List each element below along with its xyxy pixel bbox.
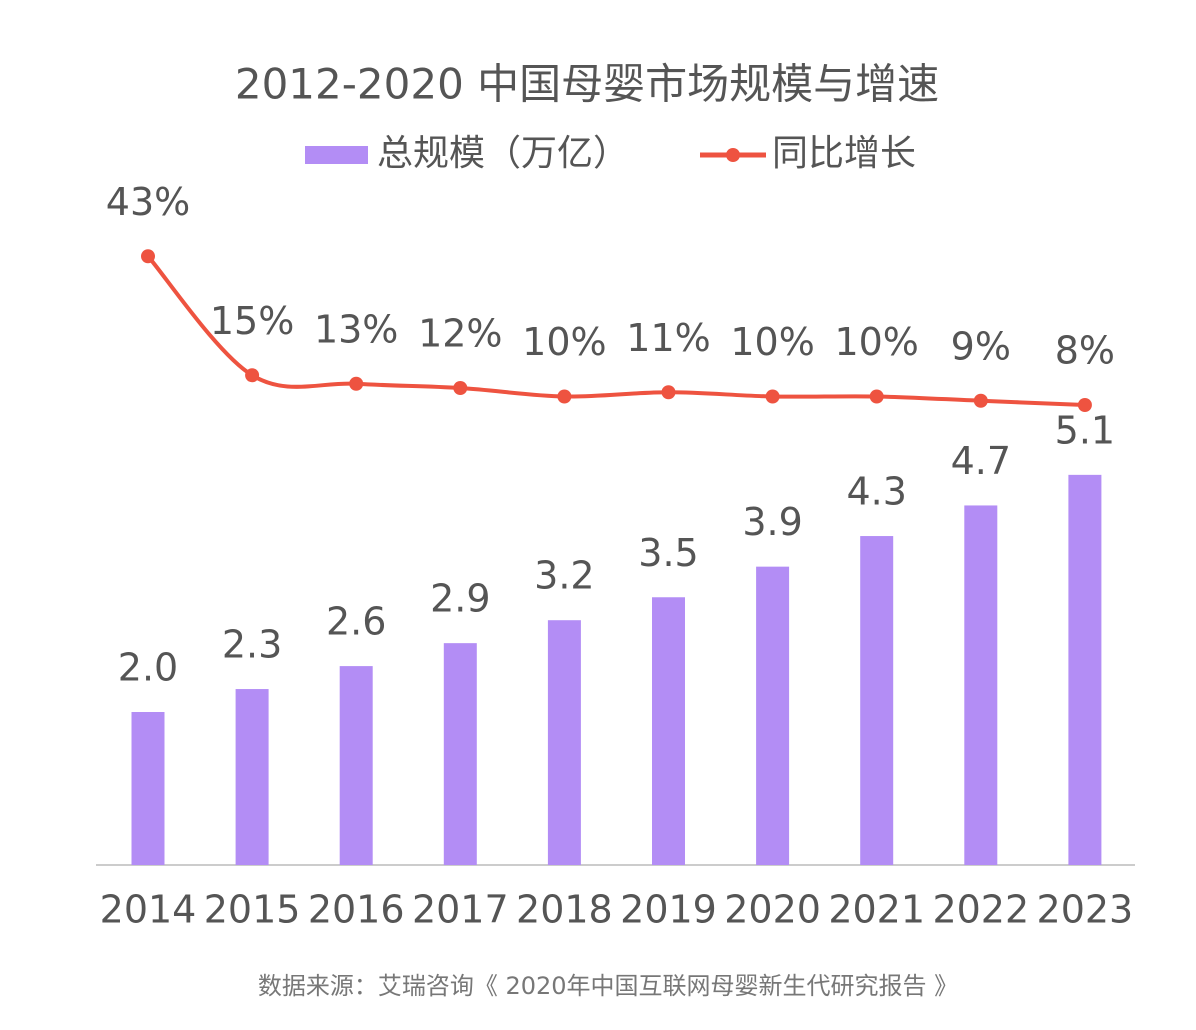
- data-label: 2.0: [118, 646, 178, 690]
- data-label: 2.6: [326, 600, 386, 644]
- data-label: 2.3: [222, 623, 282, 667]
- data-label: 43%: [106, 180, 190, 224]
- line-point: [1077, 398, 1092, 412]
- x-tick-label: 2023: [1037, 888, 1134, 932]
- bar: [339, 666, 373, 865]
- x-tick-label: 2022: [932, 888, 1029, 932]
- bar: [756, 566, 790, 865]
- legend-swatch-dot: [726, 148, 740, 162]
- line-point: [557, 389, 572, 404]
- data-label: 2.9: [430, 577, 490, 621]
- bar: [547, 620, 581, 865]
- data-label: 4.3: [846, 470, 906, 514]
- line-point: [869, 389, 884, 404]
- data-label: 3.2: [534, 554, 594, 598]
- data-label: 8%: [1055, 329, 1115, 373]
- x-tick-label: 2019: [620, 888, 717, 932]
- chart-title: 2012-2020 中国母婴市场规模与增速: [235, 60, 939, 109]
- data-label: 10%: [834, 320, 918, 364]
- line-point: [765, 389, 780, 404]
- data-label: 4.7: [951, 439, 1011, 483]
- line-point: [973, 393, 988, 408]
- x-tick-label: 2018: [516, 888, 613, 932]
- x-tick-label: 2014: [100, 888, 197, 932]
- line: [146, 254, 1085, 407]
- bar: [131, 712, 165, 865]
- data-label: 13%: [314, 307, 398, 351]
- data-label: 10%: [522, 320, 606, 364]
- legend-label: 同比增长: [772, 133, 916, 174]
- data-label: 12%: [418, 312, 502, 356]
- bar: [1068, 474, 1102, 865]
- data-label: 11%: [626, 316, 710, 360]
- line-point: [453, 381, 468, 395]
- x-tick-label: 2017: [412, 888, 509, 932]
- data-label: 3.5: [638, 531, 698, 575]
- line-point: [661, 385, 676, 400]
- legend-label: 总规模（万亿）: [377, 133, 629, 174]
- line-point: [141, 249, 155, 264]
- source-note: 数据来源：艾瑞咨询《 2020年中国互联网母婴新生代研究报告 》: [258, 972, 958, 1000]
- line-point: [349, 376, 364, 391]
- x-tick-label: 2020: [724, 888, 821, 932]
- x-tick-label: 2021: [828, 888, 925, 932]
- bar: [235, 689, 269, 865]
- bar: [652, 597, 685, 865]
- bar: [860, 536, 894, 865]
- data-label: 5.1: [1055, 408, 1115, 452]
- data-label: 10%: [730, 320, 814, 364]
- data-label: 15%: [210, 299, 294, 343]
- bar: [443, 643, 477, 865]
- line-point: [245, 368, 260, 383]
- bar: [964, 505, 998, 865]
- legend-swatch: [305, 146, 368, 164]
- data-label: 9%: [951, 324, 1011, 368]
- data-label: 3.9: [742, 500, 802, 544]
- x-tick-label: 2016: [308, 888, 405, 932]
- x-tick-label: 2015: [204, 888, 301, 932]
